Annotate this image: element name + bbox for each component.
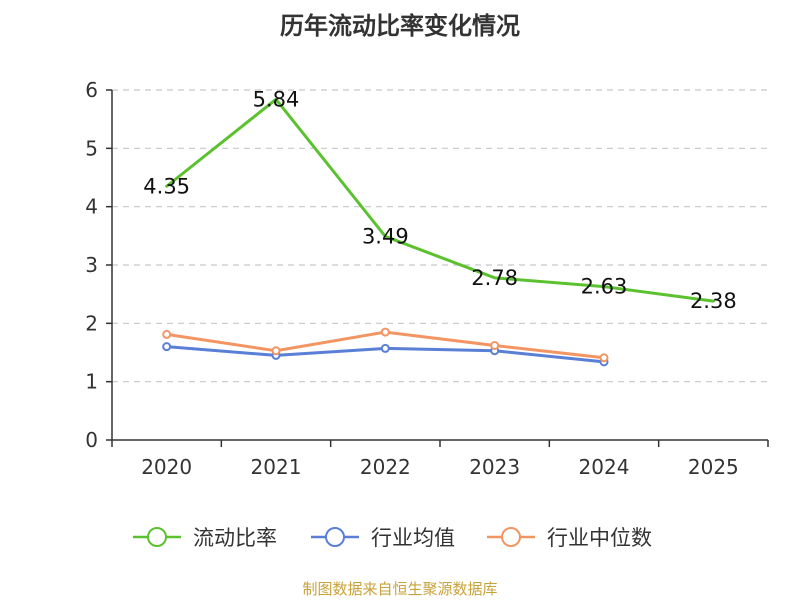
x-tick-label: 2021 bbox=[251, 455, 302, 479]
legend-marker bbox=[325, 527, 345, 547]
legend-label: 行业均值 bbox=[371, 526, 455, 550]
data-label-layer: 4.35 5.84 3.49 2.78 2.63 2.38 bbox=[143, 87, 736, 313]
data-point[interactable] bbox=[599, 353, 609, 363]
data-label: 3.49 bbox=[362, 224, 409, 248]
data-label: 5.84 bbox=[253, 87, 300, 111]
chart-title: 历年流动比率变化情况 bbox=[280, 12, 520, 40]
x-tick-label: 2020 bbox=[141, 455, 192, 479]
y-tick-label: 1 bbox=[85, 370, 98, 394]
legend-item-1[interactable]: 流动比率 bbox=[133, 526, 277, 550]
y-tick-label: 6 bbox=[85, 78, 98, 102]
legend-label: 行业中位数 bbox=[547, 526, 652, 550]
data-label: 2.38 bbox=[690, 289, 737, 313]
data-point[interactable] bbox=[380, 343, 390, 353]
y-tick-label: 5 bbox=[85, 136, 98, 160]
x-tick-label: 2022 bbox=[360, 455, 411, 479]
series-line-1 bbox=[165, 97, 715, 303]
legend-marker bbox=[501, 527, 521, 547]
x-tick-label: 2023 bbox=[469, 455, 520, 479]
series-layer bbox=[162, 97, 715, 367]
data-label: 2.78 bbox=[471, 266, 518, 290]
data-point[interactable] bbox=[162, 329, 172, 339]
y-tick-label: 2 bbox=[85, 311, 98, 335]
legend-item-2[interactable]: 行业均值 bbox=[311, 526, 455, 550]
y-tick-label: 4 bbox=[85, 195, 98, 219]
legend-marker bbox=[147, 527, 167, 547]
legend-item-3[interactable]: 行业中位数 bbox=[487, 526, 652, 550]
data-point[interactable] bbox=[380, 327, 390, 337]
x-tick-label: 2025 bbox=[688, 455, 739, 479]
data-label: 2.63 bbox=[581, 275, 628, 299]
data-point[interactable] bbox=[271, 346, 281, 356]
y-tick-label: 0 bbox=[85, 428, 98, 452]
data-point[interactable] bbox=[490, 341, 500, 350]
axis-layer: 0 1 2 3 4 5 6 2020 2021 2022 2023 2024 2025 bbox=[85, 78, 769, 479]
y-tick-label: 3 bbox=[85, 253, 98, 277]
source-note: 制图数据来自恒生聚源数据库 bbox=[302, 580, 498, 598]
legend[interactable]: 流动比率 行业均值 行业中位数 bbox=[133, 526, 652, 550]
x-tick-label: 2024 bbox=[579, 455, 630, 479]
data-label: 4.35 bbox=[143, 174, 190, 198]
data-point[interactable] bbox=[162, 342, 172, 352]
legend-label: 流动比率 bbox=[193, 526, 277, 550]
